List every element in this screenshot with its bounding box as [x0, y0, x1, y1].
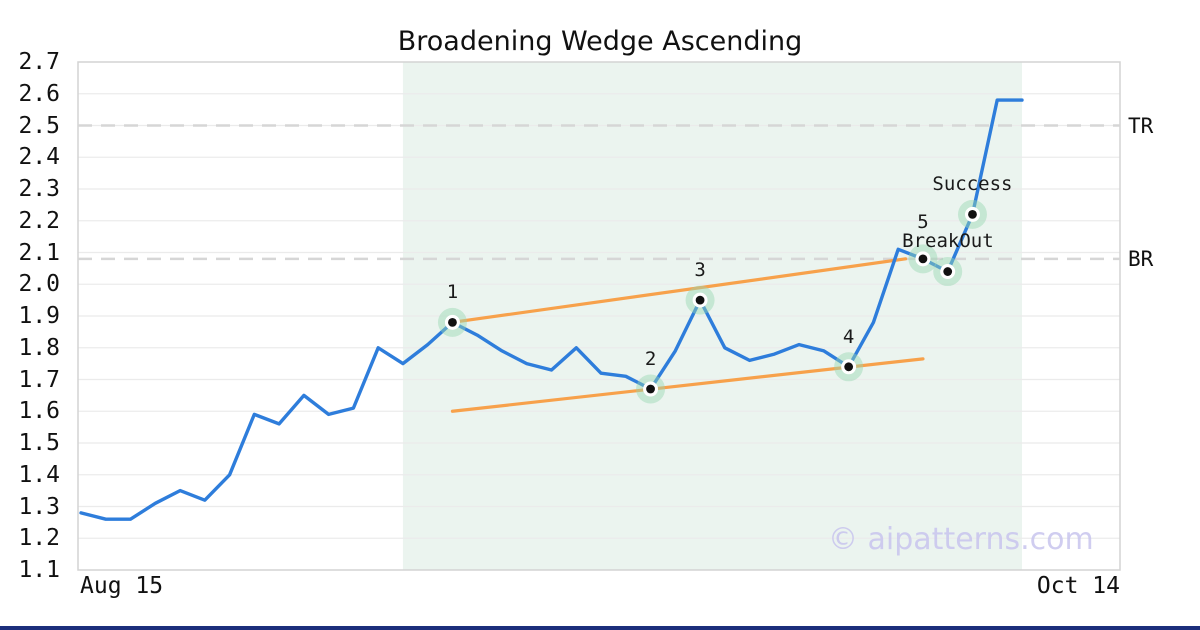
level-label-br: BR: [1128, 246, 1154, 271]
y-axis-tick-2.1: 2.1: [18, 239, 60, 266]
marker-label-4: 4: [842, 325, 855, 348]
marker-dot: [943, 267, 953, 276]
x-axis-label-end: Oct 14: [1036, 573, 1120, 599]
marker-label-breakout: BreakOut: [902, 229, 994, 252]
y-axis-tick-2.2: 2.2: [18, 207, 60, 234]
marker-label-1: 1: [446, 281, 459, 304]
y-axis-tick-1.5: 1.5: [18, 430, 60, 456]
y-axis-tick-1.9: 1.9: [18, 303, 60, 329]
x-axis-label-start: Aug 15: [80, 573, 164, 599]
y-axis-tick-2.4: 2.4: [18, 144, 60, 171]
y-axis-tick-2.6: 2.6: [18, 80, 60, 107]
price-line: [79, 98, 1024, 521]
marker-label-success: Success: [932, 173, 1013, 196]
y-axis-tick-2.5: 2.5: [18, 112, 60, 139]
y-axis-tick-1.7: 1.7: [18, 366, 60, 393]
y-axis-tick-2.3: 2.3: [18, 176, 60, 202]
marker-label-5: 5: [917, 210, 929, 233]
y-axis-tick-1.1: 1.1: [18, 557, 60, 583]
level-label-tr: TR: [1128, 113, 1154, 138]
y-axis-tick-1.6: 1.6: [18, 398, 60, 425]
bottom-brand-bar: [0, 626, 1200, 630]
marker-dot: [844, 362, 854, 372]
marker-dot: [918, 254, 928, 264]
marker-dot: [448, 317, 457, 327]
marker-label-3: 3: [694, 259, 706, 282]
marker-label-2: 2: [644, 348, 657, 371]
upper-wedge-line: [450, 257, 908, 324]
y-axis-tick-1.4: 1.4: [18, 461, 60, 488]
chart-title: Broadening Wedge Ascending: [397, 26, 803, 57]
y-axis-tick-1.3: 1.3: [18, 493, 60, 520]
marker-dot: [646, 384, 655, 394]
plot-border: [77, 61, 1121, 571]
y-axis-tick-2.7: 2.7: [18, 49, 60, 75]
y-axis-tick-1.8: 1.8: [18, 334, 60, 361]
y-axis-tick-1.2: 1.2: [18, 525, 60, 552]
watermark: © aipatterns.com: [828, 522, 1094, 557]
marker-dot: [968, 210, 977, 219]
y-axis-tick-2.0: 2.0: [18, 271, 60, 298]
marker-dot: [695, 295, 705, 305]
